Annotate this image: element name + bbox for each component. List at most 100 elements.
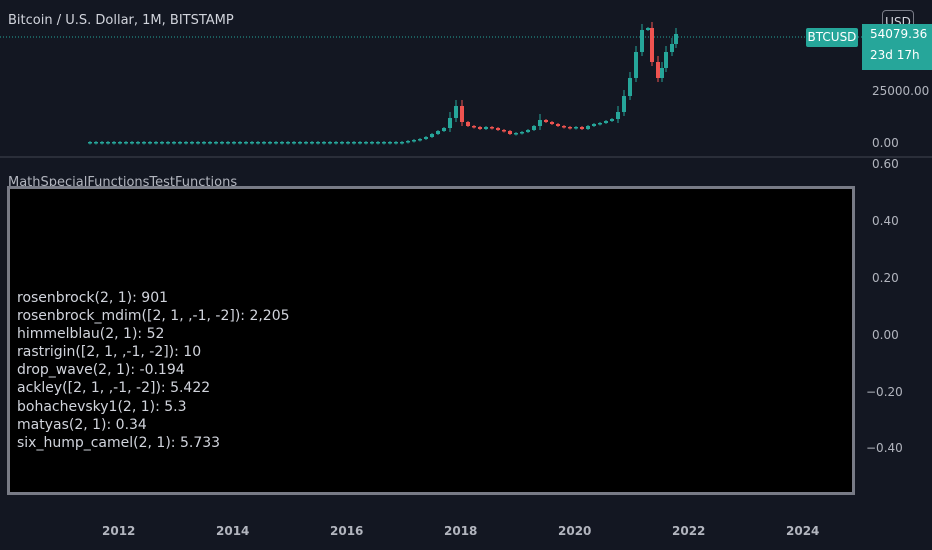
candle-body — [448, 118, 452, 128]
candlestick-chart[interactable] — [0, 0, 862, 156]
bar-countdown-label: 23d 17h — [870, 48, 920, 62]
candle-body — [650, 28, 654, 62]
candle-body — [304, 142, 308, 144]
output-line: himmelblau(2, 1): 52 — [17, 326, 165, 343]
candle-body — [478, 127, 482, 129]
candle-body — [508, 131, 512, 134]
time-axis[interactable]: 2012 2014 2016 2018 2020 2022 2024 — [0, 512, 862, 550]
candle-body — [460, 106, 464, 122]
output-line: six_hump_camel(2, 1): 5.733 — [17, 434, 221, 451]
candle-body — [466, 122, 470, 126]
candle-body — [622, 96, 626, 112]
candle-body — [154, 142, 158, 144]
time-axis-label: 2016 — [330, 524, 364, 538]
candle-body — [484, 127, 488, 129]
candle-body — [640, 30, 644, 52]
output-line: matyas(2, 1): 0.34 — [17, 416, 147, 433]
candle-body — [598, 123, 602, 125]
candle-body — [556, 124, 560, 126]
price-badge: 54079.36 23d 17h — [862, 24, 932, 70]
candle-body — [490, 127, 494, 129]
candle-body — [376, 142, 380, 144]
candle-body — [562, 126, 566, 128]
output-line: rosenbrock_mdim([2, 1, ,-1, -2]): 2,205 — [17, 308, 290, 325]
candle-body — [358, 142, 362, 144]
candle-body — [178, 142, 182, 144]
candle-body — [112, 142, 116, 144]
candle-body — [660, 68, 664, 78]
indicator-output-table: rosenbrock(2, 1): 901 rosenbrock_mdim([2… — [7, 186, 855, 495]
candle-body — [574, 127, 578, 129]
candle-body — [406, 141, 410, 143]
time-axis-label: 2024 — [786, 524, 820, 538]
candle-body — [244, 142, 248, 144]
candle-body — [382, 142, 386, 144]
candle-body — [172, 142, 176, 144]
candle-body — [142, 142, 146, 144]
candle-body — [256, 142, 260, 144]
candle-body — [106, 142, 110, 144]
candle-body — [328, 142, 332, 144]
candle-body — [280, 142, 284, 144]
candle-body — [520, 132, 524, 134]
candle-body — [268, 142, 272, 144]
candle-body — [674, 34, 678, 44]
symbol-badge: BTCUSD — [806, 28, 858, 47]
candle-body — [340, 142, 344, 144]
candle-body — [538, 120, 542, 126]
symbol-title: Bitcoin / U.S. Dollar, 1M, BITSTAMP — [8, 13, 234, 28]
candle-body — [436, 131, 440, 134]
candle-body — [454, 106, 458, 118]
candle-body — [502, 130, 506, 132]
pane-separator[interactable] — [0, 156, 932, 158]
candle-body — [214, 142, 218, 144]
price-pane[interactable]: Bitcoin / U.S. Dollar, 1M, BITSTAMP — [0, 0, 862, 156]
indicator-axis-label: 0.20 — [872, 271, 899, 285]
candle-body — [364, 142, 368, 144]
candle-body — [190, 142, 194, 144]
candle-body — [656, 62, 660, 78]
candle-body — [592, 124, 596, 126]
candle-body — [400, 142, 404, 144]
time-axis-label: 2014 — [216, 524, 250, 538]
candle-body — [532, 126, 536, 130]
candle-body — [124, 142, 128, 144]
candle-body — [94, 142, 98, 144]
candle-body — [286, 142, 290, 144]
output-line: rosenbrock(2, 1): 901 — [17, 290, 169, 306]
time-axis-label: 2012 — [102, 524, 136, 538]
candle-body — [634, 52, 638, 78]
price-axis-label: 25000.00 — [872, 84, 930, 98]
candle-body — [310, 142, 314, 144]
candle-body — [136, 142, 140, 144]
candle-body — [442, 128, 446, 131]
output-line: rastrigin([2, 1, ,-1, -2]): 10 — [17, 344, 202, 361]
indicator-axis-label: 0.00 — [872, 328, 899, 342]
candle-body — [544, 120, 548, 122]
output-line: ackley([2, 1, ,-1, -2]): 5.422 — [17, 380, 211, 397]
candle-body — [196, 142, 200, 144]
indicator-axis-label: −0.40 — [866, 441, 903, 455]
last-price-label: 54079.36 — [870, 27, 928, 41]
time-axis-label: 2022 — [672, 524, 706, 538]
candle-body — [346, 142, 350, 144]
candle-body — [202, 142, 206, 144]
candle-body — [424, 137, 428, 139]
candle-body — [352, 142, 356, 144]
candle-body — [148, 142, 152, 144]
time-axis-label: 2018 — [444, 524, 478, 538]
candle-body — [88, 142, 92, 144]
candle-body — [610, 119, 614, 121]
candle-body — [166, 142, 170, 144]
candle-body — [430, 134, 434, 137]
candle-body — [130, 142, 134, 144]
candle-body — [580, 127, 584, 129]
candle-body — [316, 142, 320, 144]
candle-body — [232, 142, 236, 144]
candle-body — [418, 139, 422, 141]
candle-body — [586, 126, 590, 129]
candle-body — [550, 122, 554, 124]
time-axis-label: 2020 — [558, 524, 592, 538]
candle-body — [250, 142, 254, 144]
candle-body — [100, 142, 104, 144]
